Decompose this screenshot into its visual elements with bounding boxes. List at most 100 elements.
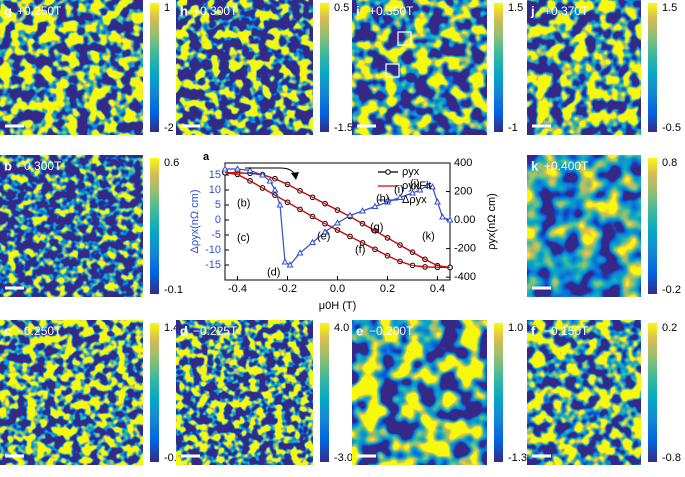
- panel-letter: g: [4, 3, 12, 18]
- data-point: [416, 186, 424, 193]
- data-point: [321, 228, 329, 235]
- colorbar-label: -2: [164, 122, 174, 134]
- x-tick-label: 0.2: [380, 283, 395, 295]
- colorbar: [648, 323, 657, 462]
- annotation: (f): [355, 244, 365, 256]
- x-axis-label: μ0H (T): [319, 300, 357, 312]
- colorbar-label: 1.4: [164, 322, 179, 334]
- mfm-image: [527, 155, 641, 297]
- region-box: [385, 63, 400, 78]
- data-point: [429, 183, 436, 190]
- mfm-image: [0, 320, 143, 465]
- field-label: +0.300T: [193, 4, 238, 18]
- x-tick-label: 0.4: [430, 283, 445, 295]
- mfm-image: [352, 0, 487, 135]
- colorbar-label: -0.2: [662, 284, 681, 296]
- data-point: [259, 171, 266, 178]
- x-tick-label: -0.2: [278, 283, 297, 295]
- data-point: [234, 165, 241, 172]
- colorbar-label: 4.0: [334, 322, 349, 334]
- series-line: [224, 172, 451, 269]
- data-point: [439, 213, 446, 220]
- annotation: (j): [410, 178, 420, 190]
- colorbar-label: -0.1: [164, 284, 183, 296]
- y-tick-label: 5: [215, 199, 221, 211]
- panel-letter: h: [180, 3, 188, 18]
- y-tick-label: -10: [205, 244, 221, 256]
- data-point: [221, 165, 229, 172]
- field-label: −0.250T: [17, 324, 62, 338]
- y2-tick-label: -200: [454, 243, 476, 255]
- colorbar: [494, 3, 503, 132]
- annotation: (k): [422, 230, 435, 242]
- y-axis-label: Δρyx(nΩ cm): [189, 190, 201, 254]
- annotation: (d): [267, 266, 280, 278]
- colorbar: [150, 3, 159, 132]
- data-point: [296, 249, 304, 256]
- panel-letter: d: [180, 323, 188, 338]
- colorbar-label: 0.2: [662, 322, 677, 334]
- panel-letter: k: [531, 158, 539, 173]
- data-point: [424, 181, 431, 188]
- colorbar-label: -0.5: [662, 122, 681, 134]
- colorbar: [320, 323, 329, 462]
- data-point: [396, 193, 404, 200]
- data-point: [271, 186, 279, 193]
- colorbar-label: -3.0: [334, 452, 353, 464]
- mfm-image: [0, 0, 143, 135]
- y2-tick-label: -400: [454, 271, 476, 283]
- data-point: [446, 216, 454, 223]
- panel-letter: b: [4, 158, 12, 173]
- colorbar-label: 0.5: [334, 2, 349, 14]
- y2-tick-label: 200: [454, 185, 472, 197]
- data-point: [246, 166, 254, 173]
- colorbar: [320, 3, 329, 132]
- legend-label: Δρyx: [402, 194, 427, 206]
- panel-letter: j: [530, 3, 535, 18]
- data-point: [266, 177, 274, 184]
- colorbar: [150, 323, 159, 462]
- colorbar-label: -1.3: [508, 452, 527, 464]
- colorbar-label: 1: [164, 2, 170, 14]
- panel-letter: c: [4, 323, 11, 338]
- panel-letter: e: [356, 323, 363, 338]
- colorbar-label: 1.5: [662, 2, 677, 14]
- colorbar-label: -0.8: [662, 452, 681, 464]
- panel-letter: i: [356, 3, 360, 18]
- colorbar: [494, 323, 503, 462]
- annotation: (i): [394, 184, 404, 196]
- region-box: [397, 31, 412, 46]
- data-point: [409, 189, 416, 196]
- colorbar-label: 0.8: [662, 157, 677, 169]
- field-label: +0.250T: [17, 4, 62, 18]
- y-tick-label: 0: [215, 214, 221, 226]
- panel-letter: a: [203, 151, 210, 163]
- y2-tick-label: 0.00: [454, 214, 475, 226]
- x-tick-label: -0.4: [228, 283, 247, 295]
- annotation: (b): [237, 197, 250, 209]
- colorbar-label: 1.5: [508, 2, 523, 14]
- field-label: +0.350T: [369, 4, 414, 18]
- colorbar-label: 0.6: [164, 157, 179, 169]
- y-tick-label: -5: [211, 229, 221, 241]
- data-point: [434, 198, 441, 205]
- data-point: [286, 261, 294, 268]
- colorbar-label: 1.0: [508, 322, 523, 334]
- field-label: −0.200T: [369, 324, 414, 338]
- mfm-image: [352, 320, 487, 465]
- field-label: +0.400T: [544, 159, 589, 173]
- data-point: [276, 201, 284, 208]
- legend-label: ρyx: [402, 166, 420, 178]
- data-point: [281, 258, 289, 265]
- field-label: −0.225T: [193, 324, 238, 338]
- field-label: +0.370T: [544, 4, 589, 18]
- y-tick-label: 10: [209, 184, 221, 196]
- colorbar: [150, 158, 159, 294]
- y2-axis-label: ρyx(nΩ cm): [486, 193, 498, 250]
- annotation: (g): [370, 221, 383, 233]
- legend-marker: [384, 196, 392, 203]
- data-point: [371, 202, 379, 209]
- colorbar: [648, 3, 657, 132]
- data-point: [334, 219, 341, 226]
